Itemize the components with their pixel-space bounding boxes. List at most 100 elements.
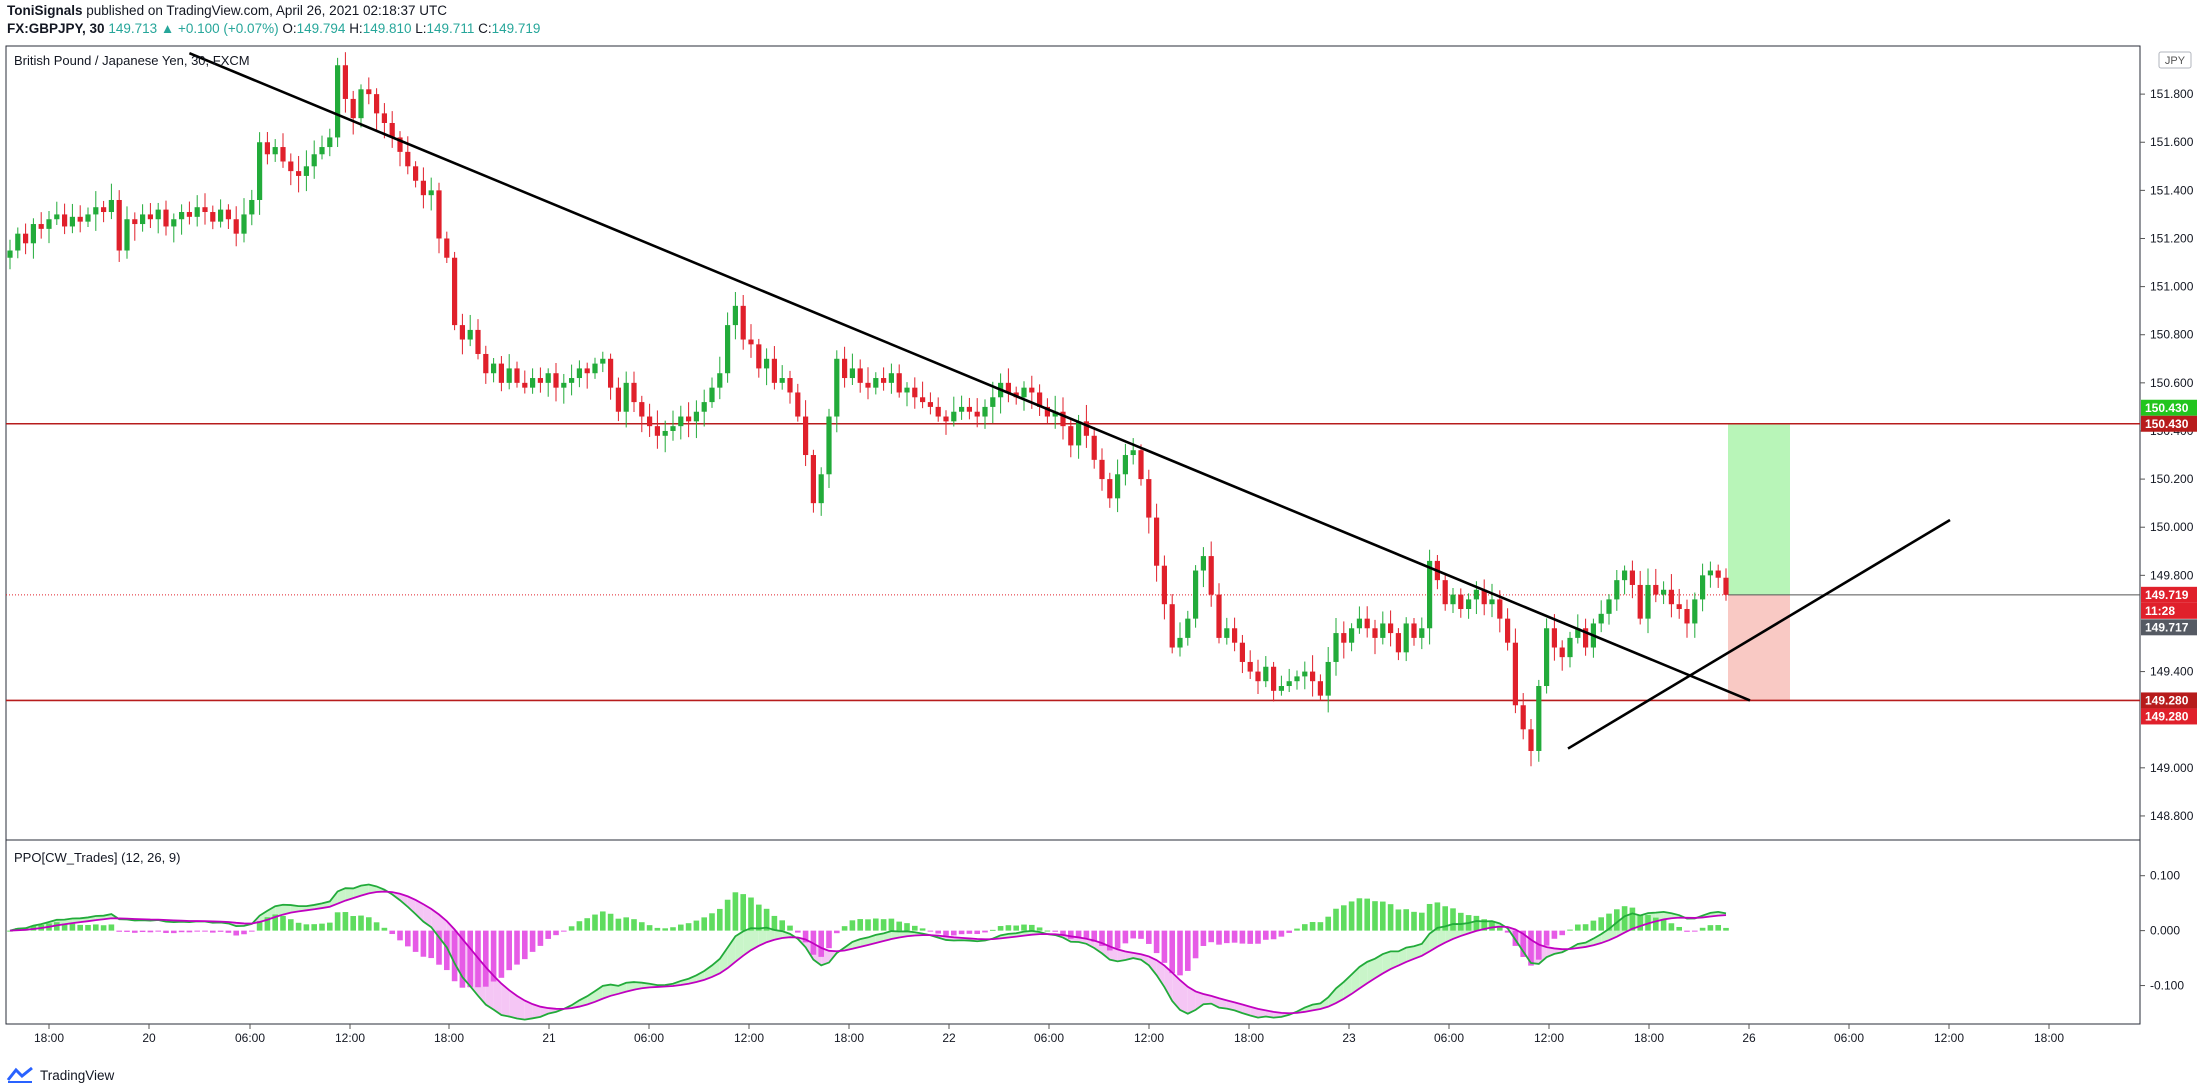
candle[interactable] [155, 202, 161, 234]
candle[interactable] [1216, 583, 1222, 644]
candle[interactable] [264, 132, 270, 165]
candle[interactable] [943, 410, 949, 435]
candle[interactable] [1044, 398, 1050, 424]
candle[interactable] [1458, 588, 1464, 618]
candle[interactable] [514, 361, 520, 388]
candle[interactable] [1512, 628, 1518, 714]
candle[interactable] [1138, 444, 1144, 486]
candle[interactable] [30, 218, 36, 259]
candle[interactable] [288, 153, 294, 186]
candle[interactable] [764, 348, 770, 386]
candle[interactable] [1005, 368, 1011, 403]
candle[interactable] [413, 161, 419, 188]
candle[interactable] [1068, 418, 1074, 458]
candle[interactable] [483, 345, 489, 384]
candle[interactable] [1489, 583, 1495, 618]
candle[interactable] [966, 397, 972, 420]
candle[interactable] [701, 389, 707, 427]
candle[interactable] [1707, 561, 1713, 588]
candle[interactable] [233, 206, 239, 247]
candle[interactable] [576, 360, 582, 388]
candle[interactable] [732, 292, 738, 340]
candle[interactable] [1700, 563, 1706, 612]
candle[interactable] [818, 467, 824, 516]
candle[interactable] [1060, 397, 1066, 440]
candle[interactable] [686, 402, 692, 438]
candle[interactable] [857, 359, 863, 393]
price-label-badge[interactable]: 11:28 [2141, 602, 2197, 619]
candle[interactable] [1645, 568, 1651, 634]
candle[interactable] [296, 155, 302, 193]
candle[interactable] [1208, 541, 1214, 607]
chart-canvas[interactable]: 151.800 151.600 151.400 151.200 151.000 150.8… [0, 0, 2212, 1060]
candle[interactable] [69, 203, 75, 234]
candle[interactable] [1606, 594, 1612, 625]
candle[interactable] [920, 381, 926, 409]
candle[interactable] [1224, 617, 1230, 645]
candle[interactable] [15, 227, 21, 259]
candle[interactable] [381, 103, 387, 139]
currency-badge[interactable]: JPY [2158, 51, 2192, 69]
candle[interactable] [1193, 565, 1199, 628]
candle[interactable] [779, 365, 785, 390]
candle[interactable] [140, 204, 146, 232]
candle[interactable] [600, 351, 606, 373]
candle[interactable] [342, 52, 348, 113]
candle[interactable] [1107, 472, 1113, 508]
candle[interactable] [311, 140, 317, 179]
candle[interactable] [1161, 555, 1167, 620]
candle[interactable] [1263, 656, 1269, 688]
candle[interactable] [787, 370, 793, 404]
price-label-badge[interactable]: 149.280 [2141, 692, 2197, 709]
candle[interactable] [1294, 670, 1300, 690]
candle[interactable] [38, 212, 44, 239]
candle[interactable] [1380, 611, 1386, 645]
candle[interactable] [147, 203, 153, 229]
tradingview-logo-icon[interactable] [6, 1066, 34, 1084]
candle[interactable] [186, 201, 192, 225]
candle[interactable] [1676, 588, 1682, 619]
candle[interactable] [810, 449, 816, 513]
candle[interactable] [1122, 443, 1128, 486]
candle[interactable] [358, 84, 364, 128]
candle[interactable] [452, 251, 458, 331]
candle[interactable] [748, 324, 754, 358]
candle[interactable] [1146, 469, 1152, 534]
candle[interactable] [1629, 560, 1635, 599]
candle[interactable] [459, 313, 465, 355]
candle[interactable] [108, 183, 114, 220]
author-name[interactable]: ToniSignals [7, 3, 83, 18]
tradingview-brand[interactable]: TradingView [40, 1067, 115, 1083]
candle[interactable] [210, 205, 216, 230]
candle[interactable] [1442, 574, 1448, 611]
candle[interactable] [615, 377, 621, 422]
candle[interactable] [608, 353, 614, 400]
candle[interactable] [974, 398, 980, 428]
candle[interactable] [881, 367, 887, 391]
candle[interactable] [1286, 668, 1292, 693]
candle[interactable] [1590, 618, 1596, 658]
candle[interactable] [709, 377, 715, 408]
candle[interactable] [85, 207, 91, 228]
candle[interactable] [803, 400, 809, 467]
candle[interactable] [218, 199, 224, 228]
candle[interactable] [163, 200, 169, 236]
candle[interactable] [1037, 384, 1043, 416]
candle[interactable] [257, 132, 263, 215]
candle[interactable] [171, 213, 177, 243]
candle[interactable] [467, 314, 473, 347]
candle[interactable] [1177, 622, 1183, 657]
candle[interactable] [1395, 628, 1401, 661]
candle[interactable] [990, 381, 996, 424]
candle[interactable] [1099, 448, 1105, 491]
candle[interactable] [249, 189, 255, 226]
candle[interactable] [1302, 661, 1308, 690]
candle[interactable] [849, 353, 855, 385]
candle[interactable] [1668, 574, 1674, 618]
candle[interactable] [1200, 547, 1206, 588]
candle[interactable] [1622, 565, 1628, 595]
candle[interactable] [498, 356, 504, 392]
candle[interactable] [1317, 674, 1323, 701]
candle[interactable] [865, 367, 871, 400]
candle[interactable] [912, 377, 918, 409]
